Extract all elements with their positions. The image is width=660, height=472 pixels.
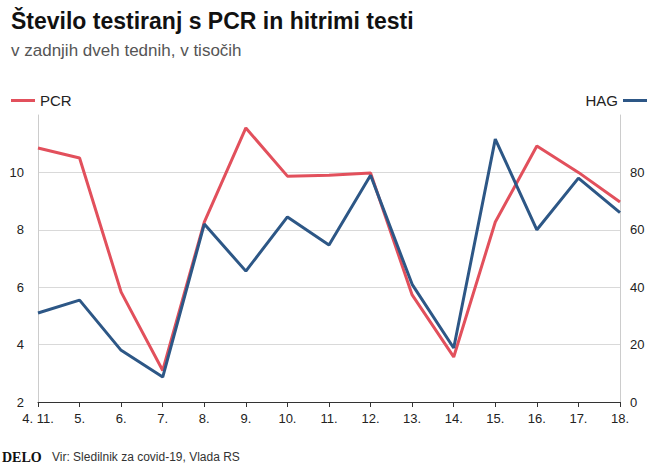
- svg-text:13.: 13.: [403, 411, 421, 426]
- svg-text:4. 11.: 4. 11.: [22, 411, 54, 426]
- svg-text:20: 20: [630, 337, 644, 352]
- svg-text:11.: 11.: [320, 411, 337, 426]
- svg-text:80: 80: [630, 165, 644, 180]
- svg-text:PCR: PCR: [40, 92, 72, 109]
- svg-text:v zadnjih dveh tednih, v tisoč: v zadnjih dveh tednih, v tisočih: [11, 41, 242, 60]
- svg-text:6: 6: [17, 280, 24, 295]
- svg-text:60: 60: [630, 222, 644, 237]
- svg-text:7.: 7.: [157, 411, 168, 426]
- svg-text:10: 10: [10, 165, 24, 180]
- svg-text:5.: 5.: [74, 411, 85, 426]
- svg-text:HAG: HAG: [585, 92, 618, 109]
- svg-text:14.: 14.: [445, 411, 463, 426]
- svg-text:8: 8: [17, 222, 24, 237]
- svg-text:9.: 9.: [240, 411, 251, 426]
- svg-text:12.: 12.: [362, 411, 380, 426]
- svg-text:17.: 17.: [569, 411, 587, 426]
- svg-text:2: 2: [17, 395, 24, 410]
- svg-text:6.: 6.: [116, 411, 127, 426]
- svg-text:Vir: Sledilnik za covid-19, Vl: Vir: Sledilnik za covid-19, Vlada RS: [52, 450, 240, 464]
- svg-text:16.: 16.: [528, 411, 546, 426]
- svg-text:0: 0: [630, 395, 637, 410]
- svg-text:18.: 18.: [611, 411, 629, 426]
- svg-text:Število testiranj s PCR in hit: Število testiranj s PCR in hitrimi testi: [11, 7, 414, 34]
- svg-text:4: 4: [17, 337, 24, 352]
- svg-text:40: 40: [630, 280, 644, 295]
- svg-text:15.: 15.: [486, 411, 504, 426]
- svg-text:8.: 8.: [199, 411, 210, 426]
- svg-text:DELO: DELO: [2, 450, 42, 465]
- svg-text:10.: 10.: [278, 411, 296, 426]
